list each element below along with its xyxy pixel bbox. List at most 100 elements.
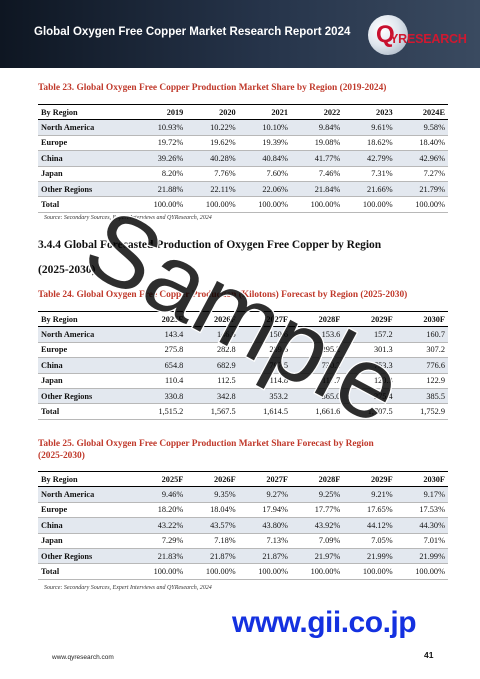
table-cell: 8.20% <box>134 166 187 182</box>
row-label: Total <box>38 196 134 213</box>
table-cell: 122.9 <box>395 373 448 389</box>
column-header: 2026F <box>186 471 239 488</box>
table-cell: 7.18% <box>186 533 239 549</box>
table-cell: 9.46% <box>134 486 187 503</box>
row-label: China <box>38 517 134 534</box>
table-cell: 18.40% <box>395 135 448 152</box>
table-cell: 100.00% <box>395 196 448 213</box>
table-cell: 9.61% <box>343 119 396 136</box>
column-header: By Region <box>38 311 134 328</box>
row-label: Total <box>38 563 134 580</box>
table-cell: 353.2 <box>238 388 291 405</box>
table-cell: 342.8 <box>186 388 239 405</box>
column-header: 2027F <box>238 311 291 328</box>
table-cell: 682.9 <box>186 357 239 374</box>
column-header: By Region <box>38 104 134 121</box>
table-cell: 7.60% <box>238 166 291 182</box>
table-cell: 43.80% <box>238 517 291 534</box>
table-cell: 100.00% <box>290 196 344 213</box>
footer-url[interactable]: www.qyresearch.com <box>52 654 114 661</box>
table-cell: 44.30% <box>395 517 448 534</box>
table-cell: 100.00% <box>134 563 187 580</box>
table-cell: 7.46% <box>290 166 344 182</box>
table-row: China 43.22% 43.57% 43.80% 43.92% 44.12% 44.30… <box>38 517 448 534</box>
table-cell: 43.22% <box>134 517 187 534</box>
table-cell: 100.00% <box>395 563 448 580</box>
table-cell: 110.4 <box>134 373 187 389</box>
table-header-row: By Region 2019 2020 2021 2022 2023 2024E <box>38 104 448 121</box>
table-cell: 19.72% <box>134 135 187 152</box>
column-header: 2030F <box>395 471 448 488</box>
table-23: By Region 2019 2020 2021 2022 2023 2024E North… <box>38 104 448 213</box>
table-cell: 150.6 <box>238 326 291 343</box>
table-cell: 114.8 <box>238 373 291 389</box>
table-cell: 39.26% <box>134 150 187 167</box>
table-cell: 1,707.5 <box>343 403 396 420</box>
gii-url[interactable]: www.gii.co.jp <box>232 606 417 639</box>
row-label: North America <box>38 119 134 136</box>
column-header: 2022 <box>290 104 344 121</box>
row-label: Other Regions <box>38 548 134 565</box>
table-cell: 120.3 <box>343 373 396 389</box>
column-header: 2028F <box>290 311 344 328</box>
column-header: 2029F <box>343 471 396 488</box>
table-25-caption-years: (2025-2030) <box>38 451 85 461</box>
table-cell: 753.3 <box>343 357 396 374</box>
table-cell: 9.84% <box>290 119 344 136</box>
table-cell: 289.6 <box>238 342 291 359</box>
table-23-source: Source: Secondary Sources, Expert Interv… <box>44 215 212 221</box>
table-cell: 1,515.2 <box>134 403 187 420</box>
table-23-caption: Table 23. Global Oxygen Free Copper Prod… <box>38 83 387 93</box>
table-cell: 707.5 <box>238 357 291 374</box>
table-cell: 776.6 <box>395 357 448 374</box>
table-cell: 365.0 <box>290 388 344 405</box>
column-header: 2026F <box>186 311 239 328</box>
column-header: By Region <box>38 471 134 488</box>
table-cell: 10.10% <box>238 119 291 136</box>
table-row: Japan 110.4 112.5 114.8 117.7 120.3 122.9 <box>38 373 448 389</box>
table-cell: 153.6 <box>290 326 344 343</box>
table-cell: 21.84% <box>290 181 344 198</box>
table-cell: 1,567.5 <box>186 403 239 420</box>
table-cell: 100.00% <box>186 563 239 580</box>
row-label: Japan <box>38 166 134 182</box>
table-cell: 42.96% <box>395 150 448 167</box>
table-cell: 7.01% <box>395 533 448 549</box>
table-row: Other Regions 330.8 342.8 353.2 365.0 375.4 38… <box>38 388 448 405</box>
column-header: 2027F <box>238 471 291 488</box>
table-cell: 43.92% <box>290 517 344 534</box>
table-cell: 282.8 <box>186 342 239 359</box>
table-cell: 10.93% <box>134 119 187 136</box>
table-cell: 295.2 <box>290 342 344 359</box>
table-cell: 21.99% <box>343 548 396 565</box>
table-cell: 100.00% <box>343 563 396 580</box>
column-header: 2019 <box>134 104 187 121</box>
page-number: 41 <box>424 650 434 660</box>
table-cell: 7.76% <box>186 166 239 182</box>
row-label: Europe <box>38 342 134 359</box>
column-header: 2023 <box>343 104 396 121</box>
table-cell: 7.05% <box>343 533 396 549</box>
row-label: China <box>38 150 134 167</box>
section-heading: 3.4.4 Global Forecasted Production of Ox… <box>38 239 382 251</box>
table-cell: 1,752.9 <box>395 403 448 420</box>
row-label: Japan <box>38 533 134 549</box>
table-cell: 22.06% <box>238 181 291 198</box>
table-cell: 21.66% <box>343 181 396 198</box>
table-cell: 21.88% <box>134 181 187 198</box>
table-row: Total 1,515.2 1,567.5 1,614.5 1,661.6 1,707.5… <box>38 403 448 420</box>
table-cell: 385.5 <box>395 388 448 405</box>
table-row: Total 100.00% 100.00% 100.00% 100.00% 100.00%… <box>38 563 448 580</box>
table-cell: 9.27% <box>238 486 291 503</box>
column-header: 2030F <box>395 311 448 328</box>
table-cell: 112.5 <box>186 373 239 389</box>
table-row: Japan 7.29% 7.18% 7.13% 7.09% 7.05% 7.01% <box>38 533 448 549</box>
table-cell: 7.31% <box>343 166 396 182</box>
globe-icon: Q <box>368 15 408 55</box>
table-cell: 17.53% <box>395 502 448 519</box>
table-cell: 301.3 <box>343 342 396 359</box>
column-header: 2024E <box>395 104 448 121</box>
table-cell: 100.00% <box>343 196 396 213</box>
table-header-row: By Region 2025F 2026F 2027F 2028F 2029F 2030F <box>38 471 448 488</box>
table-cell: 9.35% <box>186 486 239 503</box>
